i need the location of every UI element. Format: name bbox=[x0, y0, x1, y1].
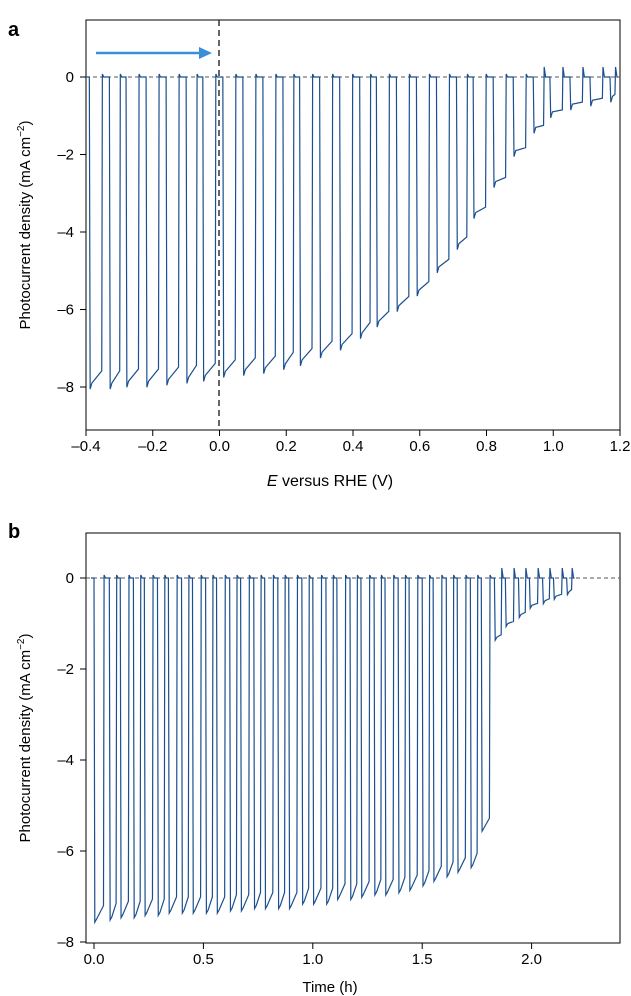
x-tick-label: 0.0 bbox=[209, 438, 230, 455]
y-axis-label-text: Photocurrent density (mA cm bbox=[17, 650, 34, 843]
y-tick-label: –8 bbox=[57, 934, 74, 951]
y-tick-label: –6 bbox=[57, 843, 74, 860]
y-axis-label-close: ) bbox=[17, 121, 34, 126]
y-axis-label-text: Photocurrent density (mA cm bbox=[17, 137, 34, 330]
panel-a: a –0.4 –0.2 0.0 0.2 0.4 0.6 0.8 1.0 1.2 0 –2 –4 –6 –8… bbox=[8, 19, 630, 490]
panel-a-chopped-curve bbox=[86, 66, 618, 390]
y-axis-label-sup: −2 bbox=[16, 638, 27, 650]
panel-b-chopped-curve bbox=[91, 567, 575, 925]
x-tick-label: –0.4 bbox=[71, 438, 100, 455]
y-axis-label-close: ) bbox=[17, 634, 34, 639]
scan-direction-arrow-head bbox=[199, 47, 212, 59]
panel-a-y-axis-label: Photocurrent density (mA cm−2) bbox=[16, 121, 34, 330]
x-tick-label: 1.0 bbox=[543, 438, 564, 455]
y-tick-label: –6 bbox=[57, 302, 74, 319]
x-tick-label: 0.0 bbox=[84, 951, 105, 968]
x-tick-label: 1.2 bbox=[610, 438, 631, 455]
y-tick-label: –8 bbox=[57, 379, 74, 396]
panel-b-ticks: 0.0 0.5 1.0 1.5 2.0 0 –2 –4 –6 –8 bbox=[57, 570, 542, 968]
panel-a-x-axis-label: E versus RHE (V) bbox=[267, 473, 393, 490]
x-axis-label-italic: E bbox=[267, 473, 278, 490]
x-tick-label: 2.0 bbox=[521, 951, 542, 968]
panel-a-label: a bbox=[8, 19, 20, 41]
panel-b-x-axis-label: Time (h) bbox=[302, 979, 357, 996]
x-tick-label: 0.6 bbox=[409, 438, 430, 455]
y-tick-label: –4 bbox=[57, 224, 74, 241]
panel-b: b 0.0 0.5 1.0 1.5 2.0 0 –2 –4 –6 –8 Time (h) Phot… bbox=[8, 521, 621, 996]
x-tick-label: –0.2 bbox=[138, 438, 167, 455]
y-axis-label-sup: −2 bbox=[16, 125, 27, 137]
x-tick-label: 1.5 bbox=[412, 951, 433, 968]
panel-b-frame bbox=[85, 532, 621, 944]
x-tick-label: 1.0 bbox=[302, 951, 323, 968]
y-tick-label: –2 bbox=[57, 661, 74, 678]
y-tick-label: 0 bbox=[66, 69, 74, 86]
x-tick-label: 0.8 bbox=[476, 438, 497, 455]
panel-b-label: b bbox=[8, 521, 20, 543]
y-tick-label: –2 bbox=[57, 147, 74, 164]
y-tick-label: 0 bbox=[66, 570, 74, 587]
panel-a-ticks: –0.4 –0.2 0.0 0.2 0.4 0.6 0.8 1.0 1.2 0 –2 –4 –6 –8 bbox=[57, 69, 630, 455]
x-tick-label: 0.5 bbox=[193, 951, 214, 968]
panel-b-y-axis-label: Photocurrent density (mA cm−2) bbox=[16, 634, 34, 843]
y-tick-label: –4 bbox=[57, 752, 74, 769]
x-tick-label: 0.4 bbox=[343, 438, 364, 455]
x-axis-label-rest: versus RHE (V) bbox=[278, 473, 394, 490]
x-tick-label: 0.2 bbox=[276, 438, 297, 455]
